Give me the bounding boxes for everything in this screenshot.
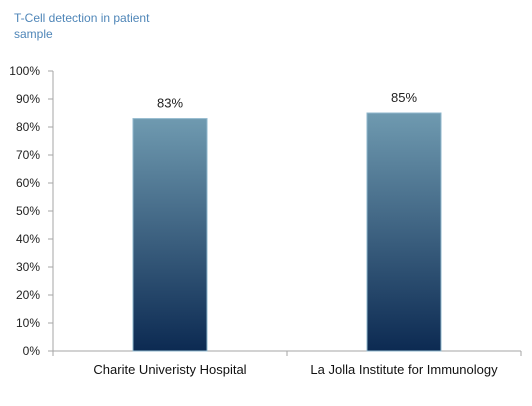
y-tick-label: 60% (16, 176, 40, 190)
data-label: 83% (157, 96, 183, 111)
y-tick-label: 80% (16, 120, 40, 134)
y-tick-label: 10% (16, 316, 40, 330)
y-tick-label: 0% (23, 344, 41, 358)
x-category-label: Charite Univeristy Hospital (93, 362, 246, 377)
chart-bars (132, 112, 442, 352)
chart-axes (48, 70, 522, 356)
x-category-label: La Jolla Institute for Immunology (310, 362, 498, 377)
y-tick-label: 40% (16, 232, 40, 246)
y-tick-label: 90% (16, 92, 40, 106)
y-tick-label: 20% (16, 288, 40, 302)
bar (132, 118, 208, 352)
y-tick-label: 50% (16, 204, 40, 218)
y-tick-label: 100% (9, 64, 40, 78)
data-label: 85% (391, 90, 417, 105)
chart-labels: 0% 10% 20% 30% 40% 50% 60% 70% 80% 90% 100% 83% Char… (9, 64, 498, 377)
y-tick-label: 30% (16, 260, 40, 274)
bar (366, 112, 442, 352)
y-tick-label: 70% (16, 148, 40, 162)
chart-title: T-Cell detection in patient sample (14, 11, 150, 41)
